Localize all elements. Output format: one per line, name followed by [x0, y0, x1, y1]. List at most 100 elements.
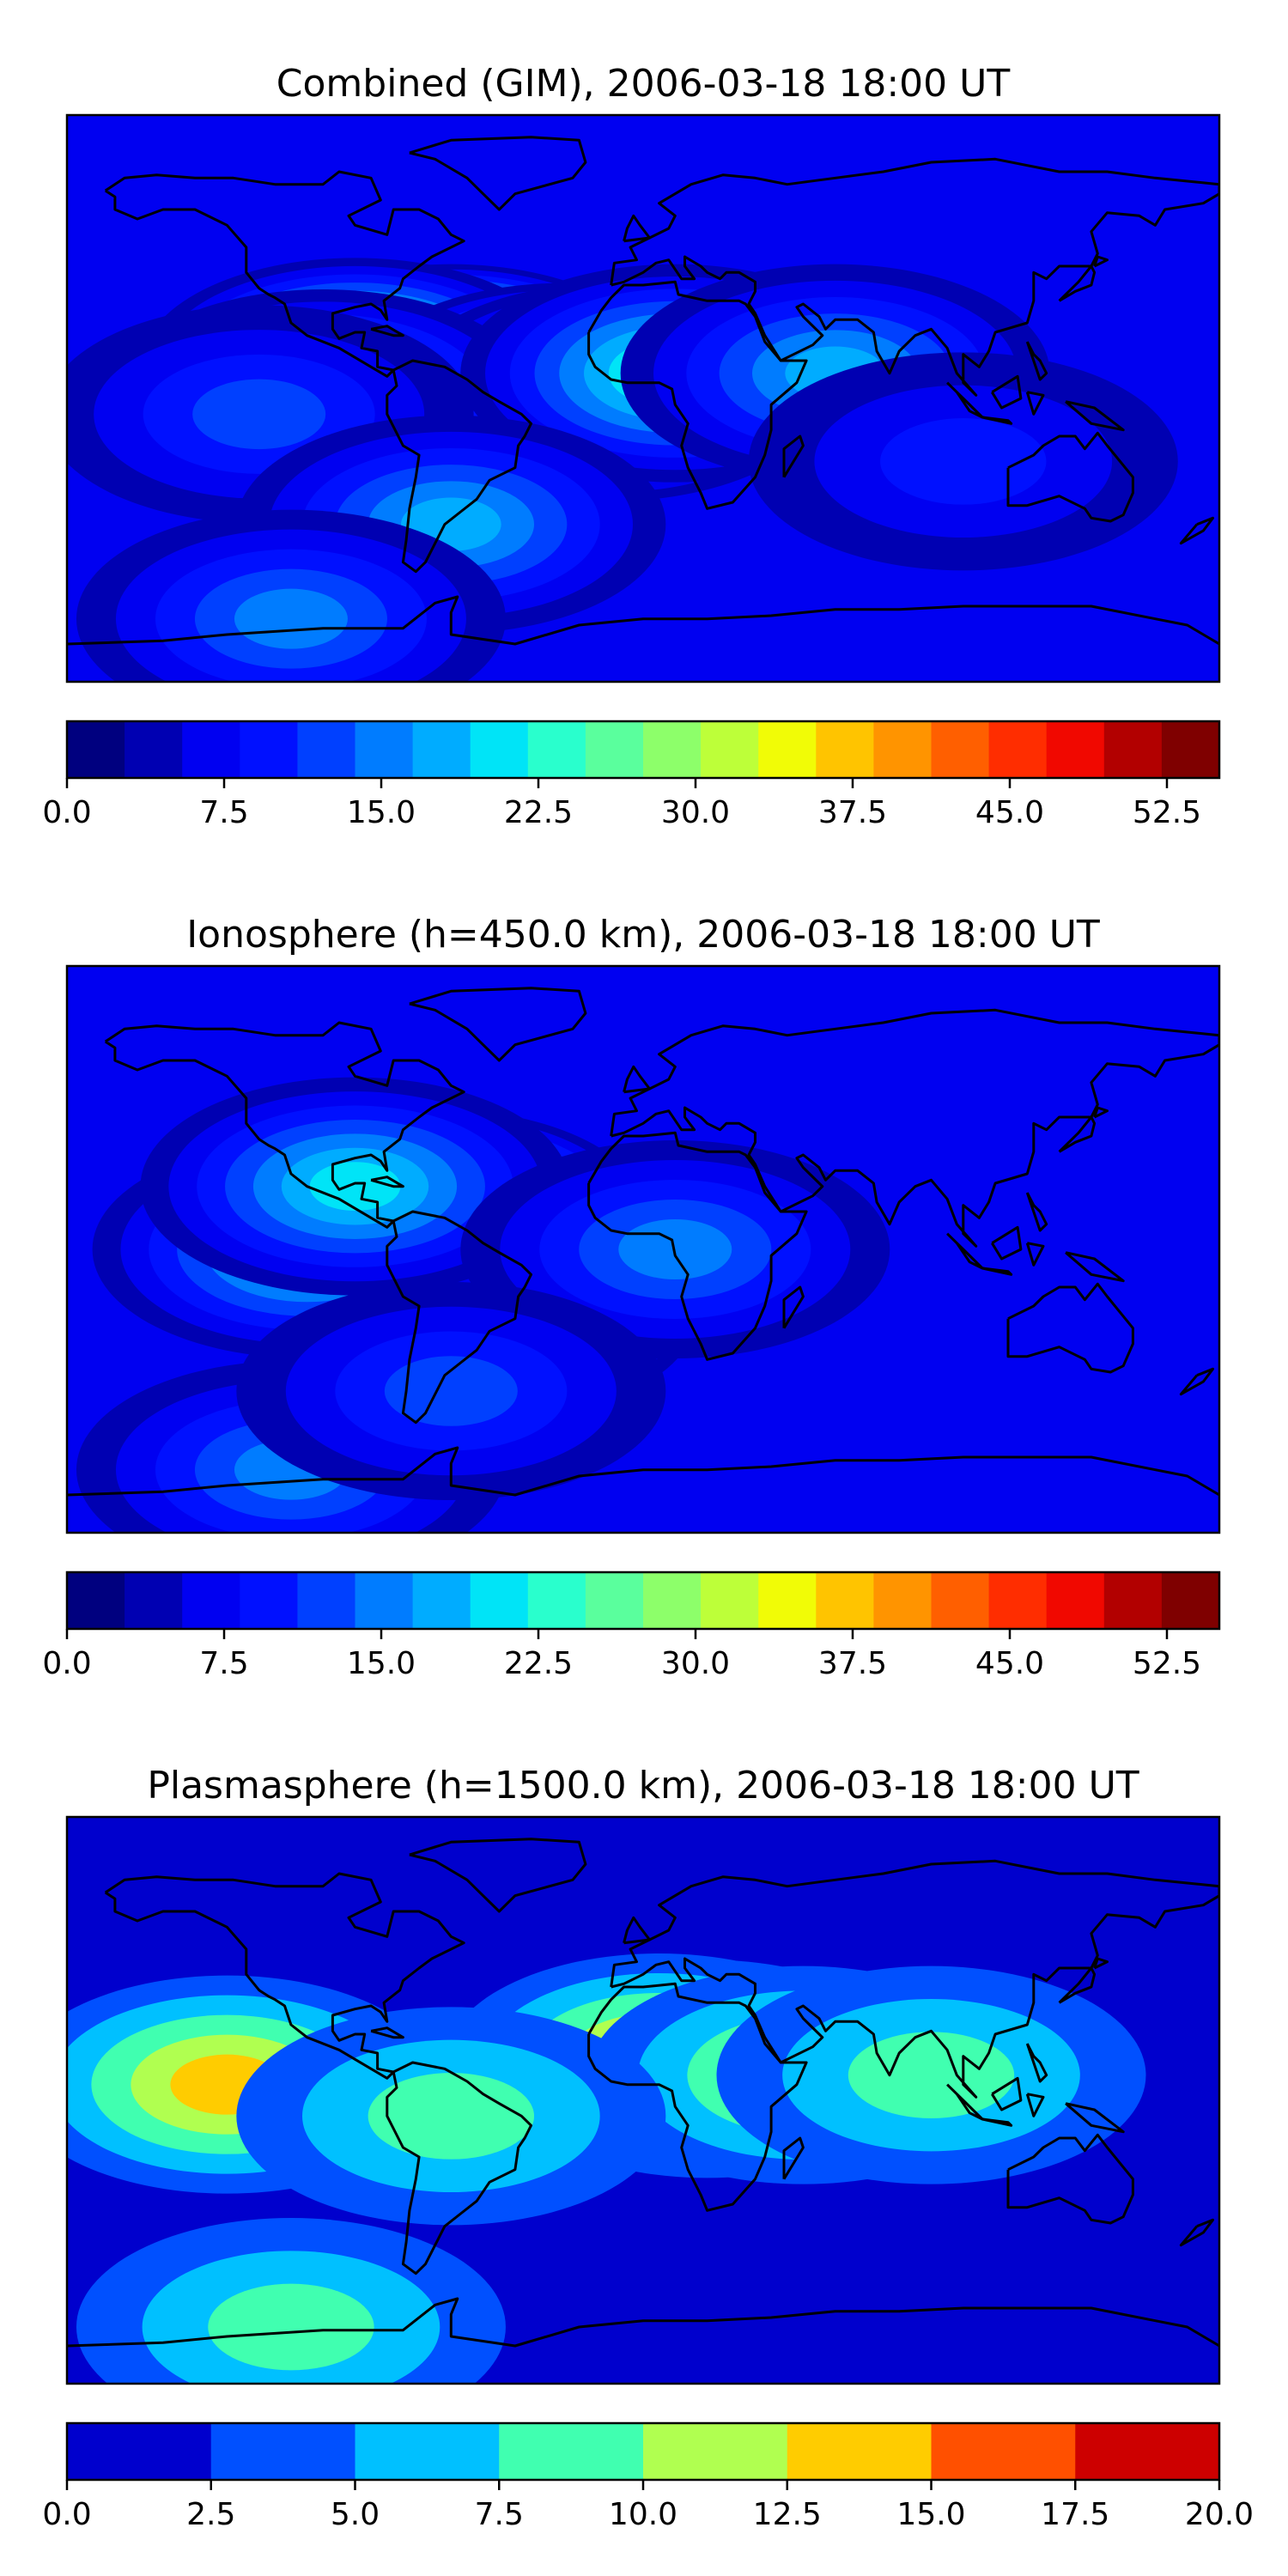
coastline — [1065, 1251, 1125, 1283]
colorbar-tick-label: 2.5 — [186, 2497, 235, 2532]
colorbar: 0.0 7.5 15.0 22.5 30.0 37.5 45.0 52.5 — [42, 720, 1221, 830]
colorbar-segment — [210, 2423, 356, 2480]
coastline-layer — [67, 1838, 1219, 2348]
colorbar-segment — [67, 1572, 125, 1629]
coastline — [610, 1859, 1219, 2099]
contour-level — [234, 588, 348, 649]
colorbar-segment — [758, 721, 817, 778]
colorbar-segment — [988, 1572, 1048, 1629]
field-layer — [67, 1817, 1219, 2384]
colorbar-segment — [643, 2423, 788, 2480]
coastline — [1006, 2133, 1134, 2225]
colorbar-tick-label: 22.5 — [504, 1646, 573, 1681]
colorbar-segment — [182, 721, 240, 778]
coastline — [67, 1446, 1219, 1497]
coastline — [1025, 341, 1048, 381]
coastline — [610, 157, 1219, 397]
coastline — [1065, 400, 1125, 432]
colorbar-frame — [65, 1571, 1221, 1631]
colorbar-segment — [873, 721, 933, 778]
coastline — [587, 280, 808, 510]
colorbar-segment — [1103, 721, 1163, 778]
colorbar-segment — [1075, 2423, 1220, 2480]
colorbar-tick-label: 0.0 — [42, 795, 91, 830]
coastline-layer — [67, 987, 1219, 1497]
colorbar-segment — [470, 1572, 529, 1629]
contour-level — [880, 417, 1047, 505]
map-panel-1: Combined (GIM), 2006-03-18 18:00 UT 0.0 7.… — [42, 62, 1221, 830]
coastline — [981, 2117, 1013, 2127]
map-frame — [65, 1815, 1221, 2385]
colorbar-segment — [412, 721, 471, 778]
coastline — [1058, 264, 1097, 302]
colorbar-segment — [1046, 1572, 1105, 1629]
colorbar-segment — [470, 721, 529, 778]
colorbar-segment — [412, 1572, 471, 1629]
coastline — [1025, 1242, 1045, 1267]
colorbar-segment — [988, 721, 1048, 778]
map-panel-2: Ionosphere (h=450.0 km), 2006-03-18 18:0… — [42, 913, 1221, 1681]
colorbar-tick-label: 15.0 — [896, 2497, 965, 2532]
coastline — [991, 1225, 1023, 1261]
coastline — [104, 1021, 465, 1229]
coastline — [1058, 1966, 1097, 2004]
coastline — [1179, 2218, 1214, 2247]
colorbar-segment — [873, 1572, 933, 1629]
coastline — [623, 1065, 651, 1094]
colorbar-tick-label: 52.5 — [1133, 1646, 1201, 1681]
colorbar-frame — [65, 720, 1221, 780]
colorbar-segment — [125, 721, 183, 778]
coastline — [67, 595, 1219, 646]
coastline — [1006, 431, 1134, 523]
panel-title: Ionosphere (h=450.0 km), 2006-03-18 18:0… — [186, 913, 1100, 957]
coastline — [67, 2297, 1219, 2348]
colorbar-segment — [758, 1572, 817, 1629]
colorbar-segment — [643, 1572, 702, 1629]
colorbar-segment — [701, 721, 759, 778]
colorbar-tick-label: 7.5 — [199, 1646, 248, 1681]
colorbar-segment — [355, 1572, 414, 1629]
field-blob — [76, 509, 506, 682]
coastline — [946, 2083, 984, 2121]
coastline — [409, 136, 587, 211]
colorbar-tick-label: 17.5 — [1041, 2497, 1109, 2532]
coastline — [1025, 1192, 1048, 1232]
colorbar-segment — [1161, 1572, 1220, 1629]
coastline — [610, 1008, 1219, 1248]
coastline — [1025, 391, 1045, 416]
colorbar-tick-label: 37.5 — [818, 795, 887, 830]
panel-title: Plasmasphere (h=1500.0 km), 2006-03-18 1… — [147, 1764, 1139, 1807]
field-layer — [67, 966, 1219, 1533]
coastline — [946, 1232, 984, 1270]
field-blob — [76, 2218, 506, 2384]
coastline — [587, 1982, 808, 2212]
colorbar-segment — [297, 1572, 356, 1629]
coastline — [991, 2076, 1023, 2111]
coastline — [104, 170, 465, 378]
colorbar-tick-label: 30.0 — [661, 795, 730, 830]
colorbar: 0.0 2.5 5.0 7.5 10.0 12.5 15.0 17.5 20.0 — [42, 2421, 1254, 2532]
map-panel-3: Plasmasphere (h=1500.0 km), 2006-03-18 1… — [42, 1764, 1254, 2532]
colorbar-tick-label: 5.0 — [331, 2497, 380, 2532]
colorbar-tick-label: 45.0 — [975, 1646, 1044, 1681]
colorbar-segment — [931, 721, 990, 778]
colorbar-segment — [527, 721, 586, 778]
colorbar-segment — [355, 721, 414, 778]
coastline — [1093, 1957, 1109, 1970]
colorbar-segment — [499, 2423, 644, 2480]
coastline — [1093, 1106, 1109, 1119]
colorbar-segment — [240, 721, 298, 778]
coastline — [1093, 255, 1109, 268]
colorbar-segment — [931, 2423, 1076, 2480]
colorbar-segment — [1103, 1572, 1163, 1629]
colorbar-tick-label: 7.5 — [475, 2497, 524, 2532]
coastline — [386, 1210, 532, 1425]
contour-level — [368, 2073, 534, 2160]
colorbar-tick-label: 20.0 — [1185, 2497, 1254, 2532]
colorbar-tick-label: 30.0 — [661, 1646, 730, 1681]
coastline — [409, 1838, 587, 1913]
colorbar-tick-label: 22.5 — [504, 795, 573, 830]
colorbar-segment — [240, 1572, 298, 1629]
colorbar-segment — [1161, 721, 1220, 778]
